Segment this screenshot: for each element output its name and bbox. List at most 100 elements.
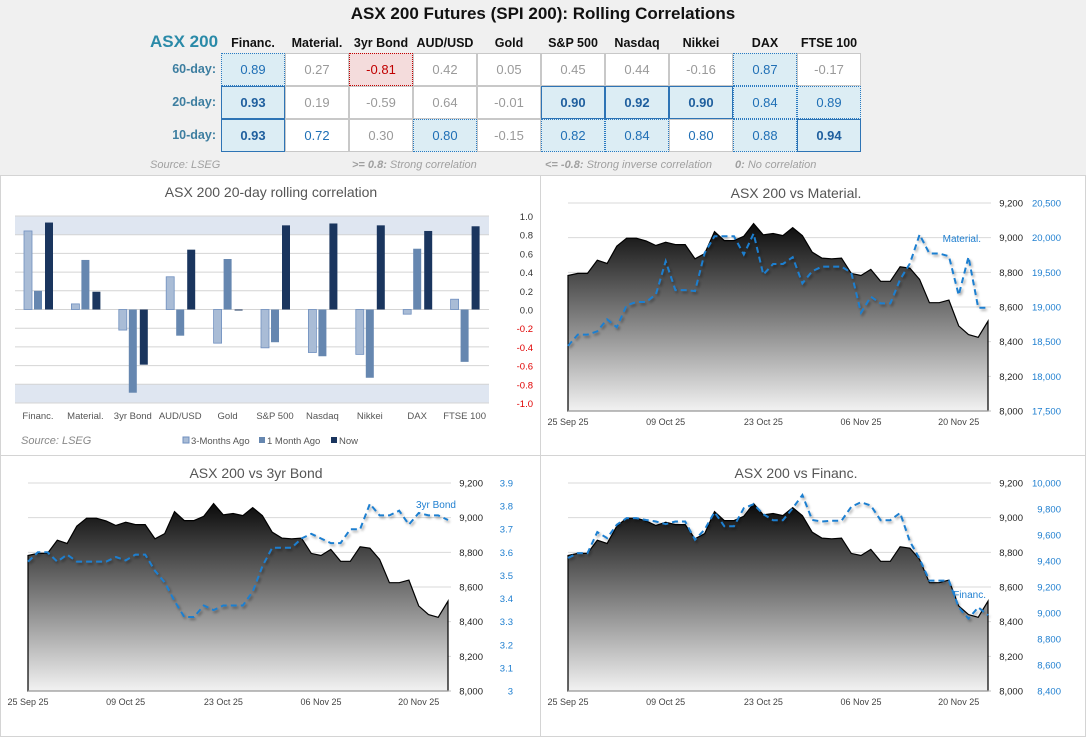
y-left-tick-label: 9,000: [999, 233, 1023, 244]
series-label: Financ.: [953, 590, 986, 601]
material-chart-panel: ASX 200 vs Material. 9,200 9,000 8,800 8,600…: [540, 175, 1086, 456]
y-tick-label: 0.2: [520, 287, 533, 298]
legend-strong-text: Strong correlation: [389, 159, 477, 171]
highlight-band: [15, 384, 489, 403]
y-right-tick-label: 9,000: [1037, 609, 1061, 620]
y-left-tick-label: 8,000: [459, 687, 483, 698]
x-tick-label: 25 Sep 25: [7, 697, 48, 707]
bond-chart: ASX 200 vs 3yr Bond 9,200 9,000 8,800 8,600 8…: [7, 465, 513, 707]
y-right-tick-label: 3.7: [500, 525, 513, 536]
y-tick-label: 1.0: [520, 212, 533, 223]
y-left-tick-label: 8,600: [459, 583, 483, 594]
table-cell: 0.45: [541, 53, 605, 86]
y-right-tick-label: 3.5: [500, 571, 513, 582]
x-tick-label: 06 Nov 25: [301, 697, 342, 707]
x-tick-label: 20 Nov 25: [938, 417, 979, 427]
table-cell: 0.80: [413, 119, 477, 152]
column-header: Material.: [291, 36, 343, 50]
x-tick-label: 23 Oct 25: [204, 697, 243, 707]
legend-swatch: [331, 437, 337, 443]
y-right-tick-label: 3.4: [500, 594, 513, 605]
y-left-tick-label: 8,800: [999, 268, 1023, 279]
y-left-tick-label: 8,600: [999, 303, 1023, 314]
y-right-tick-label: 3.6: [500, 548, 513, 559]
table-cell: 0.44: [605, 53, 669, 86]
table-cell: -0.15: [477, 119, 541, 152]
bar-1-month-ago: [128, 309, 137, 393]
bar-now: [329, 223, 338, 310]
bar-3-months-ago: [402, 309, 412, 315]
x-tick-label: FTSE 100: [443, 411, 486, 422]
material-chart: ASX 200 vs Material. 9,200 9,000 8,800 8,600…: [547, 185, 1061, 427]
bar-now: [45, 222, 53, 310]
y-tick-label: -0.8: [517, 380, 533, 391]
bar-3-months-ago: [450, 298, 460, 310]
y-left-tick-label: 9,000: [459, 513, 483, 524]
y-right-tick-label: 18,000: [1032, 372, 1061, 383]
table-cell: 0.19: [285, 86, 349, 119]
x-tick-label: 06 Nov 25: [841, 697, 882, 707]
table-cell: 0.94: [797, 119, 861, 152]
column-header: Nasdaq: [614, 36, 660, 50]
y-right-tick-label: 19,000: [1032, 303, 1061, 314]
table-cell: 0.92: [605, 86, 669, 119]
bar-chart-panel: ASX 200 20-day rolling correlation 1.0 0.8…: [0, 175, 541, 456]
column-header: FTSE 100: [800, 36, 858, 50]
table-cell: -0.01: [477, 86, 541, 119]
asx200-area: [567, 222, 989, 412]
chart-title: ASX 200 vs 3yr Bond: [189, 465, 322, 481]
y-tick-label: 0.8: [520, 231, 533, 242]
y-right-tick-label: 8,400: [1037, 687, 1061, 698]
bar-now: [187, 249, 196, 310]
column-header: Gold: [494, 36, 524, 50]
table-cell: 0.82: [541, 119, 605, 152]
y-right-tick-label: 20,000: [1032, 233, 1061, 244]
bar-1-month-ago: [365, 309, 374, 378]
x-tick-label: 06 Nov 25: [841, 417, 882, 427]
y-right-tick-label: 20,500: [1032, 199, 1061, 210]
table-cell: 0.64: [413, 86, 477, 119]
x-tick-label: Nasdaq: [306, 411, 339, 422]
y-left-tick-label: 8,400: [459, 617, 483, 628]
y-right-tick-label: 3.2: [500, 640, 513, 651]
column-header: Nikkei: [682, 36, 720, 50]
y-right-tick-label: 3.9: [500, 479, 513, 490]
asx200-area: [567, 502, 989, 692]
y-right-tick-label: 8,600: [1037, 661, 1061, 672]
x-tick-label: 09 Oct 25: [106, 697, 145, 707]
y-tick-label: -0.6: [517, 362, 533, 373]
bar-1-month-ago: [413, 248, 422, 310]
chart-title: ASX 200 vs Financ.: [735, 465, 858, 481]
bar-chart: ASX 200 20-day rolling correlation 1.0 0.8…: [15, 184, 533, 447]
table-cell: 0.72: [285, 119, 349, 152]
bar-3-months-ago: [118, 309, 128, 331]
table-cell: 0.89: [221, 53, 285, 86]
y-left-tick-label: 8,600: [999, 583, 1023, 594]
column-header: DAX: [751, 36, 779, 50]
legend-swatch: [182, 436, 190, 444]
bar-1-month-ago: [271, 309, 279, 343]
y-left-tick-label: 8,200: [999, 372, 1023, 383]
table-corner-label: ASX 200: [150, 32, 219, 51]
table-cell: 0.80: [669, 119, 733, 152]
financ-chart-panel: ASX 200 vs Financ. 9,200 9,000 8,800 8,600 8,…: [540, 455, 1086, 737]
y-left-tick-label: 9,200: [459, 479, 483, 490]
y-left-tick-label: 8,400: [999, 617, 1023, 628]
bar-1-month-ago: [223, 259, 232, 310]
asx200-area: [27, 502, 449, 692]
financ-chart: ASX 200 vs Financ. 9,200 9,000 8,800 8,600 8,…: [547, 465, 1061, 707]
comparison-line: [27, 501, 449, 618]
table-cell: 0.27: [285, 53, 349, 86]
x-tick-label: 3yr Bond: [114, 411, 152, 422]
y-tick-label: 0.0: [520, 306, 533, 317]
y-left-tick-label: 9,000: [999, 513, 1023, 524]
legend-inverse: <= -0.8: Strong inverse correlation: [545, 159, 712, 171]
bar-now: [139, 309, 148, 365]
table-cell: 0.05: [477, 53, 541, 86]
table-cell: -0.81: [349, 53, 413, 86]
y-right-tick-label: 9,200: [1037, 583, 1061, 594]
chart-source: Source: LSEG: [21, 435, 92, 447]
table-cell: 0.84: [733, 86, 797, 119]
legend-label: 3-Months Ago: [191, 436, 250, 447]
